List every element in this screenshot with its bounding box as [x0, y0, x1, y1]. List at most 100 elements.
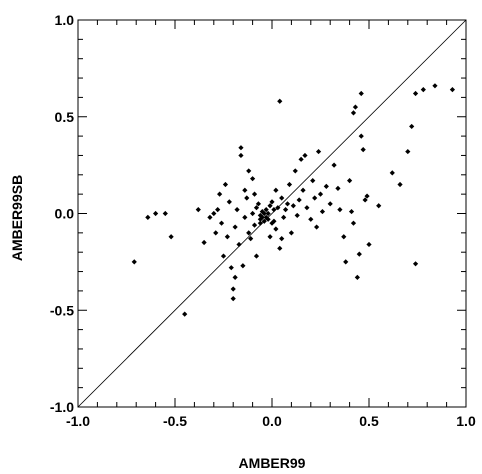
- data-point: [232, 274, 238, 280]
- data-point: [366, 241, 372, 248]
- data-point: [236, 241, 242, 248]
- data-point: [310, 178, 316, 184]
- data-point: [331, 162, 337, 168]
- data-point: [397, 181, 403, 188]
- data-point: [376, 203, 382, 209]
- data-point: [257, 220, 263, 226]
- reference-line-group: [77, 19, 467, 408]
- x-tick-label: -0.5: [163, 413, 187, 429]
- data-point: [162, 210, 168, 217]
- data-point: [362, 197, 368, 203]
- data-point: [201, 239, 207, 246]
- data-point: [218, 220, 225, 226]
- data-point: [220, 253, 227, 259]
- data-point: [246, 168, 252, 174]
- data-point: [246, 230, 252, 236]
- data-point: [259, 214, 265, 220]
- data-point: [145, 214, 151, 220]
- data-point: [250, 176, 256, 182]
- data-point: [358, 90, 364, 97]
- data-point: [432, 83, 438, 89]
- data-point: [232, 224, 238, 230]
- data-point: [279, 195, 285, 201]
- data-point: [131, 259, 137, 265]
- data-point: [242, 214, 248, 220]
- x-tick-label: 0.5: [359, 413, 379, 429]
- data-point: [389, 170, 395, 176]
- data-point: [248, 236, 254, 242]
- data-point: [228, 265, 234, 271]
- data-point: [217, 191, 223, 197]
- data-point: [314, 224, 320, 230]
- data-point: [253, 205, 260, 211]
- data-point: [323, 183, 329, 190]
- data-point: [302, 152, 308, 159]
- data-point: [215, 207, 221, 213]
- data-point: [267, 234, 273, 240]
- data-point: [182, 311, 188, 317]
- data-point: [275, 205, 281, 211]
- x-tick-label: -1.0: [66, 413, 90, 429]
- data-point: [354, 274, 360, 280]
- data-point: [222, 181, 229, 188]
- data-point: [360, 147, 366, 153]
- reference-line: [77, 19, 467, 408]
- data-point: [312, 195, 318, 201]
- y-tick-label: 0.0: [55, 206, 75, 222]
- y-axis-label: AMBER99SB: [9, 175, 25, 261]
- data-point: [292, 168, 298, 174]
- data-point: [298, 156, 304, 162]
- data-point: [271, 218, 277, 224]
- data-point: [420, 87, 426, 93]
- data-point: [449, 87, 456, 93]
- y-tick-label: -1.0: [50, 399, 74, 415]
- data-point: [286, 181, 293, 188]
- data-point: [259, 208, 265, 215]
- data-point: [412, 261, 419, 267]
- data-point: [230, 286, 236, 292]
- data-point: [358, 133, 364, 139]
- data-point: [337, 207, 343, 213]
- data-point: [255, 201, 262, 207]
- y-tick-label: 1.0: [55, 12, 75, 28]
- data-point: [327, 201, 333, 207]
- data-point: [234, 207, 240, 213]
- data-points: [131, 83, 456, 317]
- axis-ticks: [77, 19, 467, 408]
- data-point: [317, 191, 324, 197]
- data-point: [267, 203, 273, 209]
- data-point: [294, 212, 300, 219]
- data-point: [335, 185, 341, 191]
- data-point: [304, 205, 310, 211]
- data-point: [284, 201, 291, 207]
- data-point: [195, 207, 201, 213]
- data-point: [350, 220, 357, 226]
- data-point: [271, 207, 277, 213]
- data-point: [244, 195, 250, 201]
- data-point: [296, 197, 302, 203]
- data-point: [277, 245, 283, 251]
- data-point: [257, 216, 263, 222]
- data-point: [308, 216, 314, 222]
- data-point: [230, 296, 236, 302]
- data-point: [265, 216, 271, 222]
- data-point: [265, 210, 271, 217]
- data-point: [288, 230, 294, 236]
- data-point: [277, 98, 283, 104]
- data-point: [405, 148, 411, 155]
- data-point: [347, 178, 353, 184]
- data-point: [364, 193, 370, 199]
- data-point: [412, 90, 419, 97]
- data-point: [224, 234, 230, 240]
- data-point: [153, 210, 159, 217]
- data-point: [238, 152, 244, 159]
- data-point: [263, 207, 269, 213]
- data-point: [251, 191, 258, 197]
- data-point: [253, 253, 260, 259]
- data-point: [168, 234, 174, 240]
- data-point: [211, 210, 217, 217]
- x-axis-label: AMBER99: [239, 455, 306, 471]
- data-point: [242, 187, 248, 193]
